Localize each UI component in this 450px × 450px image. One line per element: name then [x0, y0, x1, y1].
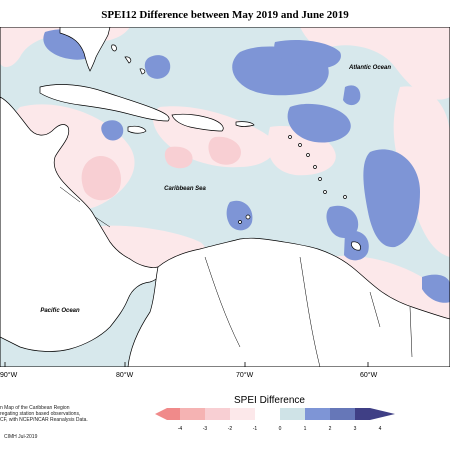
legend-swatch-pos4: [355, 408, 395, 420]
footer-credit: CIMH Jul-2019: [4, 434, 38, 440]
legend-tick-labels: -4 -3 -2 -1 0 1 2 3 4: [178, 426, 382, 432]
legend-swatches: [155, 408, 395, 420]
legend-swatch-pos1: [280, 408, 305, 420]
footer-line-3: CF, with NCEP/NCAR Reanalysis Data.: [0, 417, 88, 423]
legend-swatch-neg2: [205, 408, 230, 420]
legend-tick-zero: 0: [279, 426, 282, 432]
longitude-ticks: [4, 362, 369, 367]
legend-swatch-neg1: [230, 408, 255, 420]
legend-title: SPEI Difference: [234, 395, 305, 406]
caribbean-sea-label: Caribbean Sea: [164, 186, 206, 192]
longitude-label-70w: 70°W: [236, 372, 254, 379]
legend-tick-neg4: -4: [178, 426, 183, 432]
map-canvas[interactable]: Atlantic Ocean Caribbean Sea Pacific Oce…: [0, 27, 450, 367]
legend-tick-neg2: -2: [228, 426, 233, 432]
legend-tick-neg1: -1: [253, 426, 258, 432]
legend-tick-pos2: 2: [329, 426, 332, 432]
legend-tick-pos4: 4: [379, 426, 382, 432]
legend-swatch-neg3: [180, 408, 205, 420]
positive-anomaly-regions: [43, 29, 450, 303]
land-masses: [0, 27, 450, 367]
map-title: SPEI12 Difference between May 2019 and J…: [101, 9, 349, 21]
legend-swatch-neg4: [155, 408, 180, 420]
footer-line-1: n Map of the Caribbean Region: [0, 405, 70, 411]
longitude-label-60w: 60°W: [360, 372, 378, 379]
legend-tick-neg3: -3: [203, 426, 208, 432]
atlantic-ocean-label: Atlantic Ocean: [348, 65, 391, 71]
pacific-ocean-label: Pacific Ocean: [40, 308, 80, 314]
legend-tick-pos3: 3: [354, 426, 357, 432]
legend-swatch-pos2: [305, 408, 330, 420]
footer-line-2: regating station based observations,: [0, 411, 81, 417]
country-borders: [59, 186, 413, 367]
longitude-label-90w: 90°W: [0, 372, 18, 379]
legend-swatch-zero-neg: [255, 408, 280, 420]
legend-tick-pos1: 1: [304, 426, 307, 432]
legend-colorbar: -4 -3 -2 -1 0 1 2 3 4: [155, 408, 395, 432]
longitude-label-80w: 80°W: [116, 372, 134, 379]
legend-swatch-pos3: [330, 408, 355, 420]
